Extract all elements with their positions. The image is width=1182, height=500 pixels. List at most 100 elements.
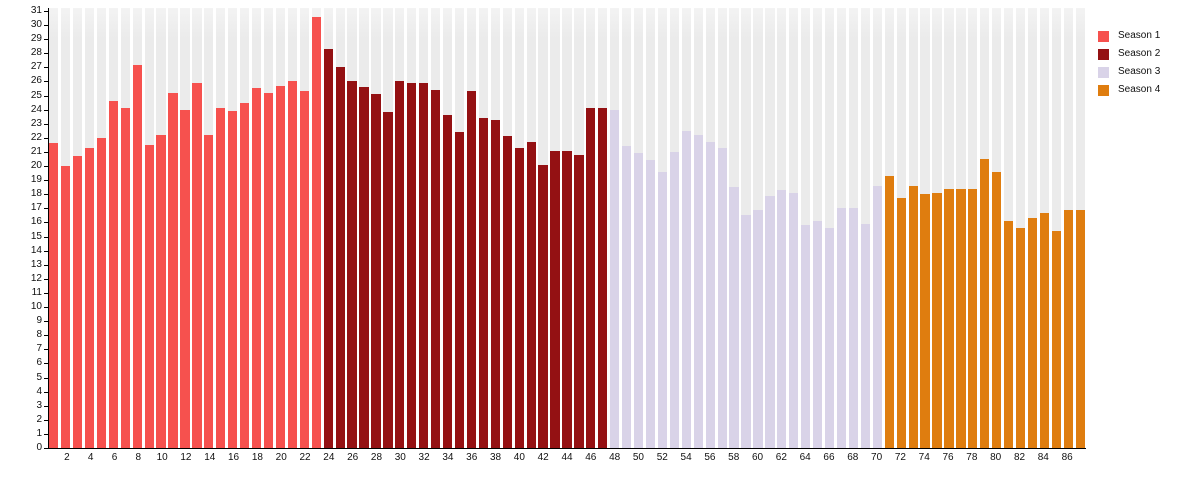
bar-episode-64[interactable] bbox=[801, 225, 811, 448]
bar-episode-65[interactable] bbox=[813, 221, 823, 448]
bar-episode-51[interactable] bbox=[645, 160, 656, 448]
bar-episode-5[interactable] bbox=[96, 137, 106, 448]
bar-episode-14[interactable] bbox=[204, 135, 214, 448]
bar-episode-12[interactable] bbox=[180, 109, 190, 448]
bar-episode-28[interactable] bbox=[371, 94, 381, 448]
bar-slot-87 bbox=[1075, 8, 1085, 448]
bar-episode-84[interactable] bbox=[1039, 212, 1050, 448]
bar-episode-74[interactable] bbox=[920, 194, 930, 448]
bar-episode-13[interactable] bbox=[192, 82, 202, 448]
y-axis-tick bbox=[44, 137, 48, 139]
bar-episode-85[interactable] bbox=[1051, 230, 1061, 448]
bar-episode-26[interactable] bbox=[347, 81, 357, 448]
bar-episode-43[interactable] bbox=[550, 150, 560, 448]
bar-episode-70[interactable] bbox=[872, 185, 882, 448]
bar-episode-18[interactable] bbox=[251, 88, 262, 448]
bar-episode-30[interactable] bbox=[395, 81, 405, 448]
bar-episode-8[interactable] bbox=[132, 64, 142, 448]
bar-episode-50[interactable] bbox=[633, 153, 644, 448]
bar-episode-37[interactable] bbox=[478, 118, 488, 448]
bar-episode-73[interactable] bbox=[908, 185, 918, 448]
bar-episode-67[interactable] bbox=[836, 208, 847, 448]
bar-episode-55[interactable] bbox=[693, 135, 703, 448]
legend-item-4[interactable]: Season 4 bbox=[1098, 84, 1160, 96]
legend-label: Season 3 bbox=[1118, 66, 1161, 77]
x-axis-label-16: 16 bbox=[228, 452, 240, 463]
bar-episode-20[interactable] bbox=[275, 85, 286, 448]
bar-episode-54[interactable] bbox=[681, 130, 691, 448]
bar-episode-36[interactable] bbox=[466, 91, 477, 448]
bar-episode-86[interactable] bbox=[1063, 209, 1073, 448]
bar-episode-59[interactable] bbox=[741, 215, 751, 448]
bar-episode-80[interactable] bbox=[992, 171, 1002, 448]
bar-episode-39[interactable] bbox=[502, 136, 512, 448]
bar-episode-49[interactable] bbox=[622, 146, 632, 448]
bar-episode-42[interactable] bbox=[538, 164, 548, 448]
bar-episode-47[interactable] bbox=[598, 108, 608, 448]
bar-episode-60[interactable] bbox=[753, 209, 763, 448]
legend-item-1[interactable]: Season 1 bbox=[1098, 30, 1160, 42]
bar-episode-62[interactable] bbox=[777, 190, 787, 448]
bar-episode-46[interactable] bbox=[586, 108, 596, 448]
x-axis-label-84: 84 bbox=[1037, 452, 1049, 463]
bar-episode-25[interactable] bbox=[335, 67, 345, 448]
bar-episode-69[interactable] bbox=[860, 223, 870, 448]
bar-episode-58[interactable] bbox=[729, 187, 739, 448]
y-axis-label-1: 1 bbox=[36, 427, 42, 439]
bar-episode-34[interactable] bbox=[442, 115, 453, 448]
bar-episode-71[interactable] bbox=[884, 175, 894, 448]
bar-episode-66[interactable] bbox=[824, 228, 835, 448]
bar-episode-19[interactable] bbox=[263, 92, 274, 448]
bar-episode-31[interactable] bbox=[407, 82, 417, 448]
bar-episode-40[interactable] bbox=[514, 147, 524, 448]
x-axis-label-40: 40 bbox=[513, 452, 525, 463]
bar-episode-33[interactable] bbox=[431, 89, 441, 448]
bar-episode-77[interactable] bbox=[956, 188, 966, 448]
y-axis-label-2: 2 bbox=[36, 413, 42, 425]
bar-episode-45[interactable] bbox=[574, 154, 584, 448]
bar-episode-27[interactable] bbox=[359, 87, 369, 448]
bar-episode-32[interactable] bbox=[419, 82, 429, 448]
bar-episode-29[interactable] bbox=[383, 112, 393, 448]
bar-episode-76[interactable] bbox=[944, 188, 954, 448]
legend-item-3[interactable]: Season 3 bbox=[1098, 66, 1160, 78]
bar-episode-75[interactable] bbox=[932, 192, 942, 448]
bar-episode-82[interactable] bbox=[1015, 228, 1026, 448]
bar-episode-83[interactable] bbox=[1027, 218, 1038, 448]
bar-episode-10[interactable] bbox=[156, 135, 166, 448]
bar-episode-11[interactable] bbox=[168, 92, 178, 448]
bar-episode-4[interactable] bbox=[84, 147, 95, 448]
bar-episode-61[interactable] bbox=[765, 195, 775, 448]
bar-episode-21[interactable] bbox=[287, 81, 297, 448]
bar-episode-3[interactable] bbox=[72, 156, 83, 448]
bar-episode-81[interactable] bbox=[1004, 221, 1014, 448]
bar-episode-68[interactable] bbox=[848, 208, 859, 448]
bar-episode-52[interactable] bbox=[657, 171, 668, 448]
bar-episode-7[interactable] bbox=[120, 108, 130, 448]
bar-slot-68 bbox=[848, 8, 859, 448]
bar-episode-87[interactable] bbox=[1075, 209, 1085, 448]
bar-episode-41[interactable] bbox=[526, 142, 536, 448]
bar-episode-48[interactable] bbox=[610, 109, 620, 448]
bar-episode-6[interactable] bbox=[108, 101, 118, 448]
bar-episode-72[interactable] bbox=[896, 198, 906, 448]
bar-episode-57[interactable] bbox=[717, 147, 727, 448]
bar-episode-35[interactable] bbox=[454, 132, 465, 448]
bar-episode-1[interactable] bbox=[49, 143, 59, 448]
legend-item-2[interactable]: Season 2 bbox=[1098, 48, 1160, 60]
bar-episode-38[interactable] bbox=[490, 119, 500, 448]
bar-episode-9[interactable] bbox=[144, 144, 154, 448]
bar-episode-16[interactable] bbox=[228, 111, 238, 448]
bar-episode-78[interactable] bbox=[968, 188, 978, 448]
bar-episode-23[interactable] bbox=[311, 16, 321, 448]
bar-episode-79[interactable] bbox=[980, 158, 990, 448]
bar-episode-17[interactable] bbox=[240, 102, 250, 448]
bar-episode-22[interactable] bbox=[299, 91, 309, 448]
bar-episode-63[interactable] bbox=[789, 192, 799, 448]
bar-episode-56[interactable] bbox=[705, 142, 715, 448]
bar-episode-15[interactable] bbox=[216, 108, 226, 448]
bar-episode-53[interactable] bbox=[669, 151, 679, 448]
bar-episode-2[interactable] bbox=[60, 166, 71, 448]
bar-episode-24[interactable] bbox=[323, 49, 333, 448]
bar-episode-44[interactable] bbox=[562, 150, 572, 448]
